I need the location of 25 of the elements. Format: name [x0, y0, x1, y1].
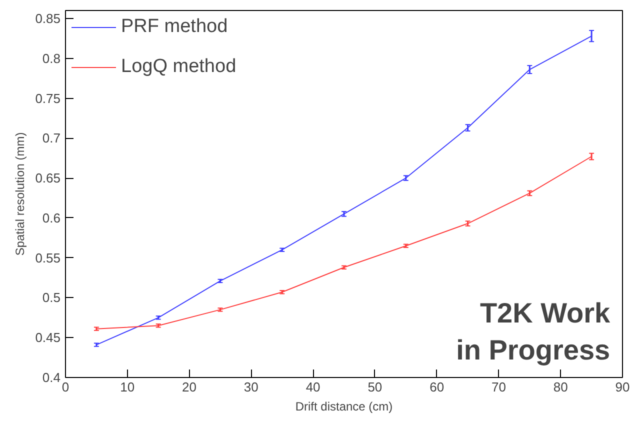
y-tick-label: 0.75: [35, 90, 61, 106]
x-tick-label: 30: [244, 380, 258, 394]
legend-label: LogQ method: [121, 56, 236, 78]
y-tick-label: 0.8: [42, 50, 61, 66]
y-tick-label: 0.4: [42, 370, 61, 385]
legend-label: PRF method: [121, 16, 228, 38]
y-tick-label: 0.6: [42, 210, 61, 226]
x-tick-label: 40: [306, 380, 320, 394]
annotation: T2K Work in Progress: [456, 297, 611, 366]
y-tick-label: 0.85: [35, 10, 61, 26]
x-tick-label: 60: [430, 380, 444, 394]
x-tick-label: 0: [62, 380, 70, 394]
x-tick-label: 80: [553, 380, 568, 394]
y-tick-label: 0.45: [35, 330, 61, 346]
y-tick-label: 0.7: [42, 130, 61, 146]
x-tick-label: 20: [182, 380, 197, 394]
x-axis-title: Drift distance (cm): [295, 400, 393, 414]
y-tick-label: 0.65: [35, 170, 61, 186]
y-tick-label: 0.55: [35, 250, 61, 266]
y-tick-label: 0.5: [42, 290, 61, 306]
y-axis-title: Spatial resolution (mm): [13, 132, 28, 256]
x-tick-label: 50: [368, 380, 382, 394]
x-tick-label: 70: [491, 380, 506, 394]
x-tick-label: 10: [120, 380, 135, 394]
x-tick-label: 90: [615, 380, 630, 394]
